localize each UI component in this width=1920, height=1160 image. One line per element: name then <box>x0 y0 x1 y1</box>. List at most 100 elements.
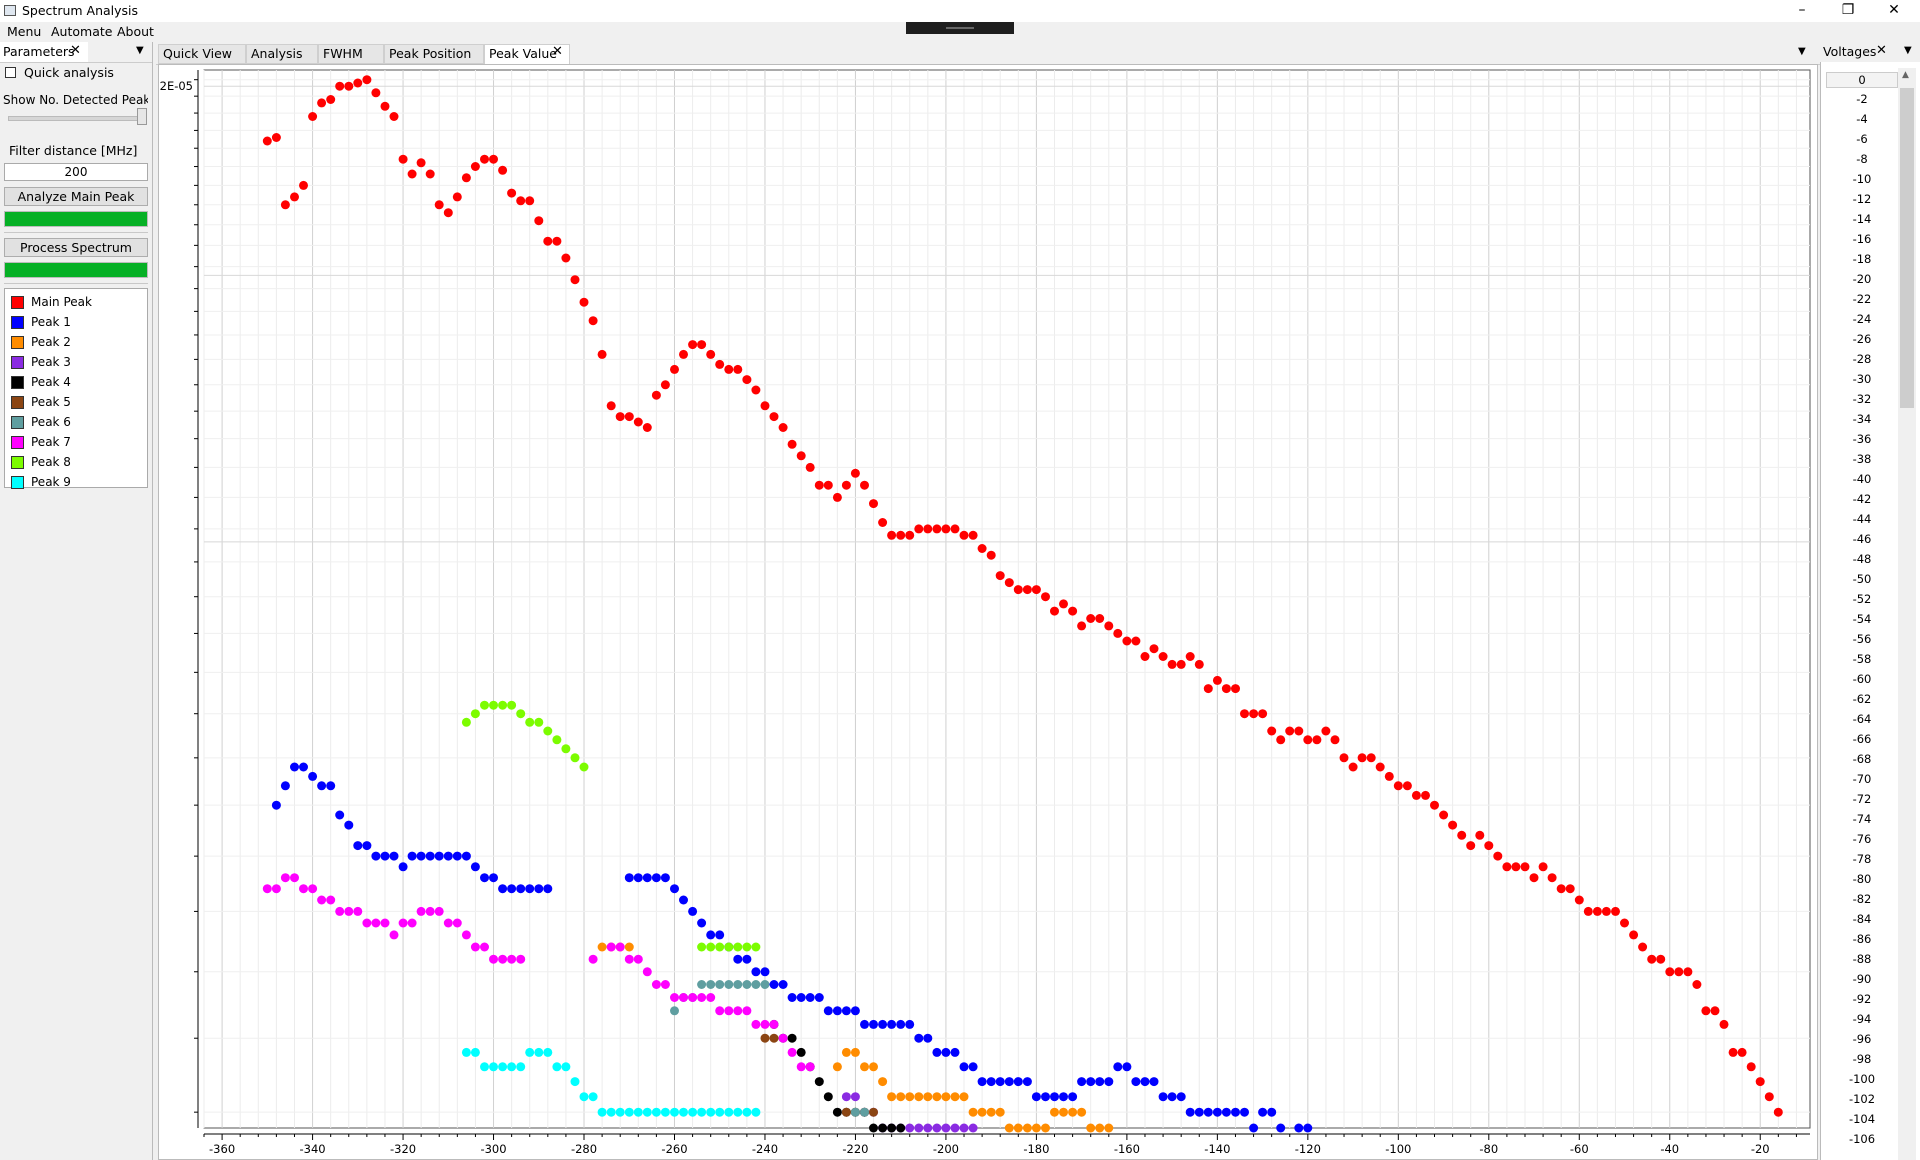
voltage-item[interactable]: -26 <box>1852 332 1872 346</box>
voltage-item[interactable]: -10 <box>1852 172 1872 186</box>
data-point <box>317 781 327 791</box>
tab-quick-view[interactable]: Quick View <box>158 44 246 64</box>
data-point <box>624 873 634 883</box>
voltage-item[interactable]: -80 <box>1852 872 1872 886</box>
voltage-item[interactable]: -92 <box>1852 992 1872 1006</box>
data-point <box>1059 599 1068 609</box>
voltage-item[interactable]: -36 <box>1852 432 1872 446</box>
voltage-item[interactable]: 0 <box>1826 72 1898 88</box>
voltage-item[interactable]: -82 <box>1852 892 1872 906</box>
voltage-item[interactable]: -34 <box>1852 412 1872 426</box>
voltage-item[interactable]: -90 <box>1852 972 1872 986</box>
voltage-item[interactable]: -38 <box>1852 452 1872 466</box>
quick-analysis-checkbox[interactable] <box>5 67 16 78</box>
analyze-main-peak-button[interactable]: Analyze Main Peak <box>4 187 148 206</box>
data-point <box>1701 1006 1711 1016</box>
voltage-item[interactable]: -96 <box>1852 1032 1872 1046</box>
voltage-item[interactable]: -40 <box>1852 472 1872 486</box>
data-point <box>860 1019 869 1029</box>
voltage-item[interactable]: -18 <box>1852 252 1872 266</box>
close-icon[interactable]: ✕ <box>1876 43 1887 58</box>
voltage-item[interactable]: -24 <box>1852 312 1872 326</box>
data-point <box>1104 1123 1114 1133</box>
drag-handle[interactable] <box>906 22 1014 34</box>
close-icon[interactable]: ✕ <box>1888 2 1900 18</box>
voltage-item[interactable]: -14 <box>1852 212 1872 226</box>
voltage-item[interactable]: -88 <box>1852 952 1872 966</box>
voltage-item[interactable]: -58 <box>1852 652 1872 666</box>
voltage-item[interactable]: -86 <box>1852 932 1872 946</box>
voltage-item[interactable]: -60 <box>1852 672 1872 686</box>
voltage-item[interactable]: -12 <box>1852 192 1872 206</box>
voltage-item[interactable]: -50 <box>1852 572 1872 586</box>
voltage-scrollbar-thumb[interactable] <box>1900 88 1914 408</box>
scroll-up-icon[interactable]: ▲ <box>1902 70 1909 80</box>
voltage-item[interactable]: -22 <box>1852 292 1872 306</box>
filter-distance-input[interactable] <box>4 163 148 181</box>
voltage-item[interactable]: -70 <box>1852 772 1872 786</box>
peak-value-chart[interactable]: -360 -340 -320 -300 -280 -260 -240 -220 -200 -180… <box>158 64 1818 1160</box>
voltage-item[interactable]: -84 <box>1852 912 1872 926</box>
tab-peak-position[interactable]: Peak Position <box>384 44 484 64</box>
voltage-item[interactable]: -28 <box>1852 352 1872 366</box>
data-point <box>624 1107 634 1117</box>
voltage-item[interactable]: -44 <box>1852 512 1872 526</box>
data-point <box>733 980 743 989</box>
minimize-icon[interactable]: – <box>1798 2 1806 18</box>
voltage-item[interactable]: -100 <box>1848 1072 1876 1086</box>
voltage-item[interactable]: -66 <box>1852 732 1872 746</box>
voltage-item[interactable]: -102 <box>1848 1092 1876 1106</box>
data-point <box>489 1062 498 1072</box>
tab-analysis[interactable]: Analysis <box>246 44 318 64</box>
tab-parameters[interactable] <box>0 42 88 62</box>
voltage-item[interactable]: -76 <box>1852 832 1872 846</box>
voltage-item[interactable]: -48 <box>1852 552 1872 566</box>
voltage-list[interactable]: 0 -2 -4 -6 -8 -10 -12 -14 -16 -18 -20 -22 -24 -26 -28 -… <box>1826 68 1898 1160</box>
voltage-item[interactable]: -16 <box>1852 232 1872 246</box>
voltage-item[interactable]: -8 <box>1856 152 1868 166</box>
dropdown-icon[interactable]: ▼ <box>136 45 144 56</box>
data-point <box>1755 1077 1765 1087</box>
close-icon[interactable]: ✕ <box>70 43 81 58</box>
data-point <box>262 136 272 146</box>
tab-peak-value[interactable]: Peak Value <box>484 44 570 64</box>
menu-item-automate[interactable]: Automate <box>51 24 113 39</box>
voltage-item[interactable]: -104 <box>1848 1112 1876 1126</box>
dropdown-icon[interactable]: ▼ <box>1798 46 1806 57</box>
voltage-item[interactable]: -20 <box>1852 272 1872 286</box>
dropdown-icon[interactable]: ▼ <box>1904 45 1912 56</box>
process-spectrum-button[interactable]: Process Spectrum <box>4 238 148 257</box>
voltage-item[interactable]: -64 <box>1852 712 1872 726</box>
voltage-item[interactable]: -2 <box>1856 92 1868 106</box>
voltage-item[interactable]: -52 <box>1852 592 1872 606</box>
data-point <box>299 762 308 772</box>
voltage-item[interactable]: -78 <box>1852 852 1872 866</box>
data-point <box>1538 862 1548 872</box>
voltage-item[interactable]: -32 <box>1852 392 1872 406</box>
voltage-item[interactable]: -72 <box>1852 792 1872 806</box>
voltage-item[interactable]: -94 <box>1852 1012 1872 1026</box>
voltage-item[interactable]: -106 <box>1848 1132 1876 1146</box>
voltage-item[interactable]: -98 <box>1852 1052 1872 1066</box>
voltage-item[interactable]: -4 <box>1856 112 1868 126</box>
menu-item-menu[interactable]: Menu <box>7 24 42 39</box>
voltage-item[interactable]: -42 <box>1852 492 1872 506</box>
voltage-item[interactable]: -62 <box>1852 692 1872 706</box>
voltage-item[interactable]: -6 <box>1856 132 1868 146</box>
voltage-item[interactable]: -30 <box>1852 372 1872 386</box>
voltage-item[interactable]: -56 <box>1852 632 1872 646</box>
restore-icon[interactable]: ❐ <box>1841 2 1855 18</box>
data-point <box>878 518 888 527</box>
detected-peaks-slider-thumb[interactable] <box>137 108 147 125</box>
data-point <box>461 1047 471 1057</box>
legend-swatch <box>11 336 24 349</box>
menu-item-about[interactable]: About <box>117 24 154 39</box>
voltage-item[interactable]: -46 <box>1852 532 1872 546</box>
voltage-item[interactable]: -54 <box>1852 612 1872 626</box>
close-icon[interactable]: ✕ <box>552 44 563 59</box>
detected-peaks-slider-track[interactable] <box>8 116 144 121</box>
voltage-item[interactable]: -74 <box>1852 812 1872 826</box>
data-point <box>380 101 390 111</box>
voltage-item[interactable]: -68 <box>1852 752 1872 766</box>
tab-fwhm[interactable]: FWHM <box>318 44 384 64</box>
